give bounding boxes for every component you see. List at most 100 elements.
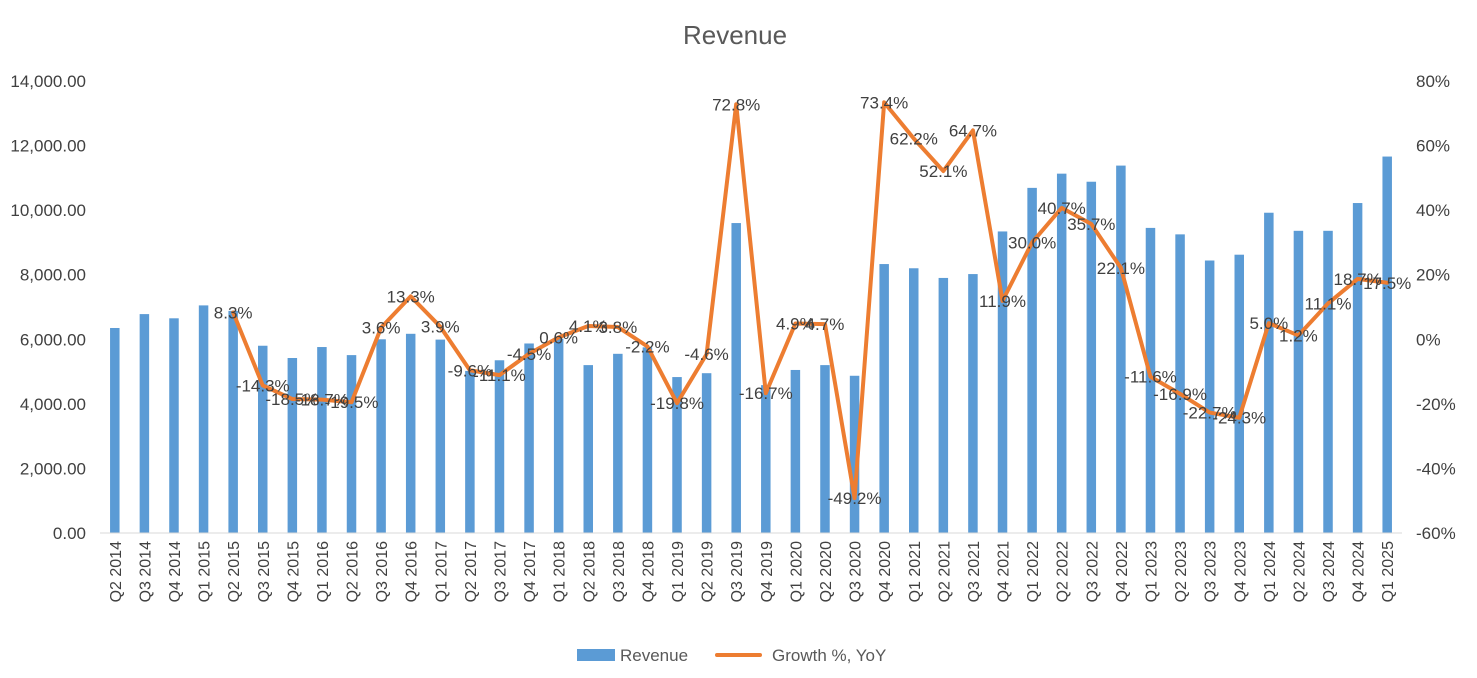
growth-data-label: -14.3% xyxy=(236,376,290,395)
right-y-tick-label: -40% xyxy=(1416,459,1456,478)
growth-data-label: 3.6% xyxy=(362,319,401,338)
right-y-tick-label: -60% xyxy=(1416,524,1456,543)
revenue-bar xyxy=(287,358,298,533)
growth-data-label: -2.2% xyxy=(625,337,669,356)
revenue-bar xyxy=(110,327,120,533)
chart-title: Revenue xyxy=(683,20,787,50)
revenue-bar xyxy=(346,355,357,533)
revenue-bar xyxy=(938,277,949,533)
right-y-axis: -60% -40% -20% 0% 20% 40% 60% 80% xyxy=(1416,72,1456,543)
revenue-bar xyxy=(553,338,564,533)
growth-data-label: 22.1% xyxy=(1097,259,1145,278)
growth-series-line xyxy=(231,100,1390,501)
revenue-bar xyxy=(465,370,475,533)
legend-growth-label: Growth %, YoY xyxy=(772,646,886,665)
x-tick-label: Q4 2022 xyxy=(1114,541,1131,602)
growth-data-label: 3.9% xyxy=(421,318,460,337)
x-tick-label: Q1 2022 xyxy=(1025,541,1042,602)
x-tick-label: Q4 2021 xyxy=(996,541,1013,602)
growth-data-label: 18.7% xyxy=(1334,270,1382,289)
x-tick-label: Q3 2018 xyxy=(611,541,628,602)
x-tick-label: Q3 2024 xyxy=(1321,541,1338,602)
revenue-bar xyxy=(613,353,623,533)
legend-revenue-label: Revenue xyxy=(620,646,688,665)
x-tick-label: Q4 2023 xyxy=(1232,541,1249,602)
x-tick-label: Q4 2014 xyxy=(167,541,184,602)
growth-data-label: -4.6% xyxy=(684,345,728,364)
revenue-bar xyxy=(1056,173,1067,533)
x-tick-label: Q4 2019 xyxy=(759,541,776,602)
revenue-bar xyxy=(968,274,978,533)
revenue-bar xyxy=(494,360,505,533)
revenue-bar xyxy=(258,345,268,533)
growth-data-label: -11.6% xyxy=(1124,368,1177,387)
x-tick-label: Q2 2021 xyxy=(936,541,953,602)
growth-data-label: -19.8% xyxy=(650,394,704,413)
revenue-bar xyxy=(701,373,712,533)
revenue-bar xyxy=(642,347,653,533)
growth-data-labels: 8.3% -14.3%-18.5%-18.7%-19.5% 3.6% 13.3% 3.9… xyxy=(214,93,1412,508)
growth-data-label: 13.3% xyxy=(387,287,435,306)
x-tick-label: Q1 2025 xyxy=(1380,541,1397,602)
growth-data-label: 40.7% xyxy=(1038,199,1086,218)
growth-data-label: 4.7% xyxy=(806,315,845,334)
legend: Revenue Growth %, YoY xyxy=(577,646,886,665)
revenue-bar xyxy=(198,305,209,533)
right-y-tick-label: 40% xyxy=(1416,201,1450,220)
revenue-bar xyxy=(731,223,741,533)
x-tick-label: Q2 2019 xyxy=(700,541,717,602)
revenue-bar xyxy=(1293,230,1304,533)
x-tick-label: Q1 2015 xyxy=(197,541,214,602)
growth-data-label: 52.1% xyxy=(919,162,967,181)
left-y-tick-label: 10,000.00 xyxy=(10,201,86,220)
x-tick-label: Q2 2015 xyxy=(226,541,243,602)
revenue-bar xyxy=(317,347,327,533)
revenue-bar xyxy=(761,385,771,533)
growth-data-label: -4.5% xyxy=(507,345,551,364)
growth-data-label: 8.3% xyxy=(214,303,253,322)
revenue-bar xyxy=(672,377,682,533)
growth-data-label: 64.7% xyxy=(949,121,997,140)
growth-data-label: -24.3% xyxy=(1212,409,1266,428)
revenue-bar xyxy=(820,365,830,533)
x-tick-label: Q4 2024 xyxy=(1351,541,1368,602)
x-tick-label: Q1 2020 xyxy=(788,541,805,602)
x-tick-label: Q2 2018 xyxy=(581,541,598,602)
right-y-tick-label: 20% xyxy=(1416,266,1450,285)
left-y-tick-label: 14,000.00 xyxy=(10,72,86,91)
x-tick-label: Q1 2019 xyxy=(670,541,687,602)
growth-data-label: 73.4% xyxy=(860,93,908,112)
left-y-tick-label: 12,000.00 xyxy=(10,137,86,156)
growth-data-label: 3.8% xyxy=(598,318,637,337)
x-tick-label: Q2 2016 xyxy=(345,541,362,602)
x-tick-label: Q1 2018 xyxy=(552,541,569,602)
growth-data-label: -19.5% xyxy=(325,393,379,412)
x-tick-label: Q2 2017 xyxy=(463,541,480,602)
left-y-tick-label: 6,000.00 xyxy=(20,330,86,349)
revenue-bar xyxy=(1382,156,1392,534)
x-tick-label: Q3 2023 xyxy=(1203,541,1220,602)
x-tick-label: Q1 2017 xyxy=(433,541,450,602)
left-y-axis: 0.00 2,000.00 4,000.00 6,000.00 8,000.00 10,0… xyxy=(10,72,86,543)
x-tick-label: Q4 2018 xyxy=(640,541,657,602)
growth-data-label: 0.6% xyxy=(539,328,578,347)
x-tick-label: Q3 2014 xyxy=(137,541,154,602)
revenue-bar xyxy=(1175,234,1185,534)
growth-data-label: -49.2% xyxy=(828,489,882,508)
x-axis: Q2 2014 Q3 2014 Q4 2014 Q1 2015 Q2 2015 Q3 20… xyxy=(108,541,1397,602)
x-tick-label: Q1 2023 xyxy=(1143,541,1160,602)
revenue-bars xyxy=(110,156,1392,534)
growth-data-label: 17.5% xyxy=(1363,274,1411,293)
revenue-bar xyxy=(790,369,801,533)
revenue-bar xyxy=(909,268,919,533)
revenue-bar xyxy=(997,231,1008,533)
revenue-bar xyxy=(435,339,446,533)
x-tick-label: Q1 2021 xyxy=(907,541,924,602)
x-tick-label: Q4 2016 xyxy=(404,541,421,602)
revenue-bar xyxy=(169,318,179,533)
growth-data-label: 4.1% xyxy=(569,317,608,336)
right-y-tick-label: -20% xyxy=(1416,395,1456,414)
revenue-bar xyxy=(1027,187,1037,533)
revenue-bar xyxy=(139,314,150,533)
revenue-bar xyxy=(228,310,238,533)
